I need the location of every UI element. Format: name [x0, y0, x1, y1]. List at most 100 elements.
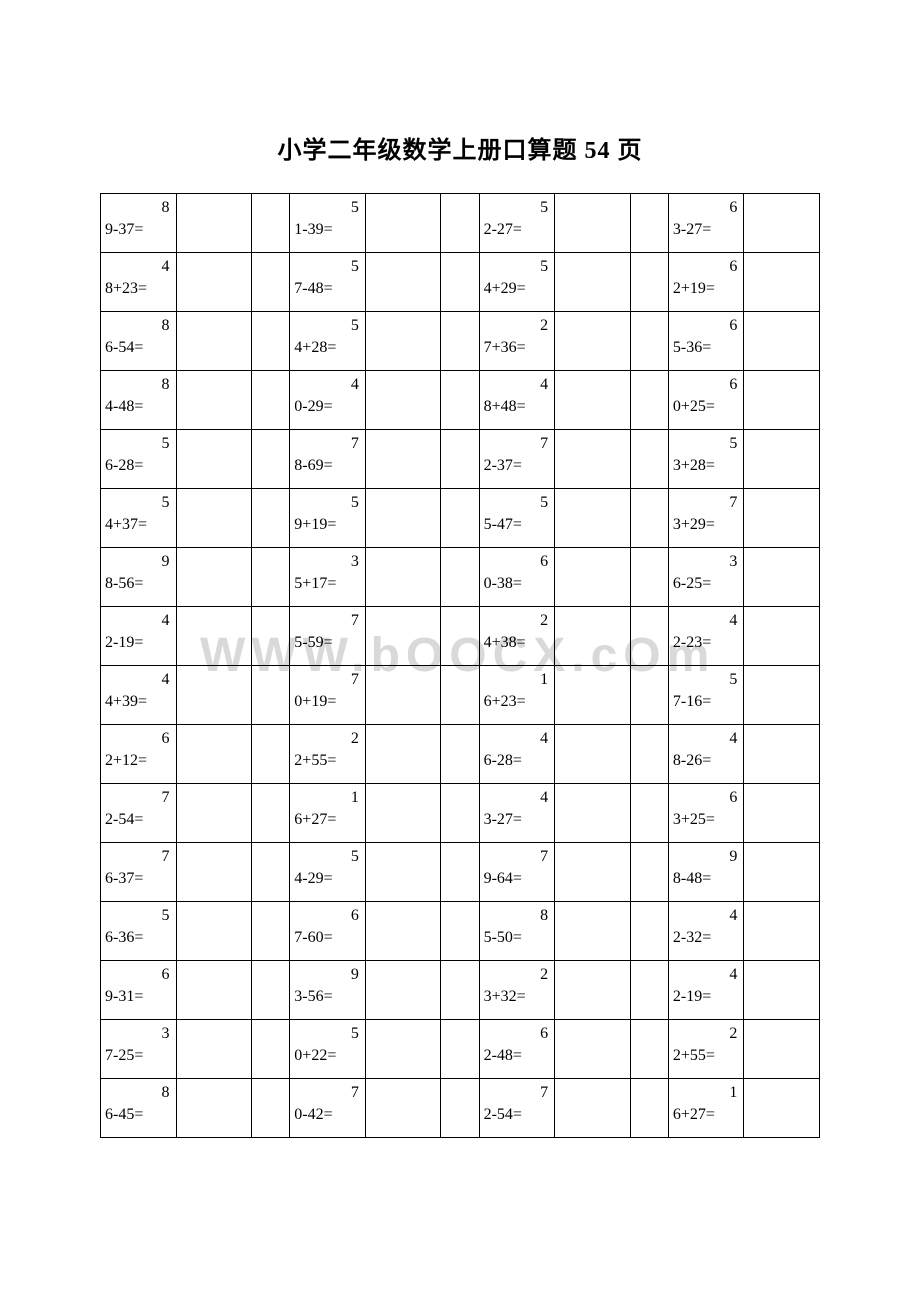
content-area: 小学二年级数学上册口算题 54 页 89-37=51-39=52-27=63-2… [100, 130, 820, 1138]
answer-cell [365, 961, 441, 1020]
problem-line1: 8 [484, 905, 549, 927]
problem-line2: 6-54= [105, 337, 170, 359]
spacer-cell [630, 725, 668, 784]
problem-cell: 67-60= [290, 902, 366, 961]
problem-line2: 8-48= [673, 868, 738, 890]
problem-cell: 63+25= [668, 784, 744, 843]
problem-cell: 86-54= [101, 312, 177, 371]
problem-cell: 48+48= [479, 371, 555, 430]
answer-cell [744, 725, 820, 784]
spacer-cell [252, 489, 290, 548]
answer-cell [744, 784, 820, 843]
problem-cell: 57-16= [668, 666, 744, 725]
problem-cell: 48-26= [668, 725, 744, 784]
spacer-cell [630, 1079, 668, 1138]
problem-line2: 3-27= [484, 809, 549, 831]
spacer-cell [441, 489, 479, 548]
problem-line2: 7-25= [105, 1045, 170, 1067]
problem-line2: 6-45= [105, 1104, 170, 1126]
answer-cell [365, 843, 441, 902]
problem-line2: 2-19= [105, 632, 170, 654]
problem-cell: 54+28= [290, 312, 366, 371]
problem-line1: 7 [484, 1082, 549, 1104]
answer-cell [365, 725, 441, 784]
answer-cell [176, 1020, 252, 1079]
problem-line1: 2 [484, 315, 549, 337]
problem-cell: 76-37= [101, 843, 177, 902]
answer-cell [744, 430, 820, 489]
problem-line1: 7 [294, 610, 359, 632]
problem-line2: 7-60= [294, 927, 359, 949]
table-row: 84-48=40-29=48+48=60+25= [101, 371, 820, 430]
problem-line1: 7 [484, 846, 549, 868]
spacer-cell [441, 784, 479, 843]
problem-line2: 4-48= [105, 396, 170, 418]
answer-cell [365, 607, 441, 666]
answer-cell [555, 902, 631, 961]
problem-line2: 6-28= [105, 455, 170, 477]
problem-line1: 3 [105, 1023, 170, 1045]
answer-cell [555, 489, 631, 548]
answer-cell [176, 725, 252, 784]
problem-cell: 16+27= [290, 784, 366, 843]
answer-cell [176, 607, 252, 666]
problem-cell: 42-32= [668, 902, 744, 961]
problem-cell: 54-29= [290, 843, 366, 902]
problem-line2: 3-56= [294, 986, 359, 1008]
answer-cell [555, 548, 631, 607]
spacer-cell [252, 902, 290, 961]
problem-cell: 35+17= [290, 548, 366, 607]
problem-line1: 2 [484, 964, 549, 986]
problem-line2: 0+19= [294, 691, 359, 713]
spacer-cell [252, 725, 290, 784]
spacer-cell [630, 194, 668, 253]
problem-line2: 5-50= [484, 927, 549, 949]
problem-cell: 42-19= [668, 961, 744, 1020]
spacer-cell [441, 1020, 479, 1079]
spacer-cell [630, 371, 668, 430]
problem-cell: 54+37= [101, 489, 177, 548]
problem-cell: 62-48= [479, 1020, 555, 1079]
problem-cell: 51-39= [290, 194, 366, 253]
problem-line2: 2-37= [484, 455, 549, 477]
answer-cell [555, 607, 631, 666]
problem-line1: 9 [673, 846, 738, 868]
table-row: 86-54=54+28=27+36=65-36= [101, 312, 820, 371]
table-row: 56-28=78-69=72-37=53+28= [101, 430, 820, 489]
problem-cell: 69-31= [101, 961, 177, 1020]
answer-cell [176, 430, 252, 489]
problem-line1: 4 [673, 905, 738, 927]
spacer-cell [441, 607, 479, 666]
spacer-cell [441, 902, 479, 961]
spacer-cell [252, 843, 290, 902]
spacer-cell [630, 843, 668, 902]
problem-cell: 48+23= [101, 253, 177, 312]
table-row: 48+23=57-48=54+29=62+19= [101, 253, 820, 312]
spacer-cell [441, 725, 479, 784]
answer-cell [365, 902, 441, 961]
problem-line1: 4 [673, 964, 738, 986]
spacer-cell [630, 961, 668, 1020]
answer-cell [555, 666, 631, 725]
problem-line1: 6 [673, 197, 738, 219]
table-row: 54+37=59+19=55-47=73+29= [101, 489, 820, 548]
answer-cell [365, 784, 441, 843]
spacer-cell [252, 607, 290, 666]
spacer-cell [441, 548, 479, 607]
problem-line1: 5 [294, 846, 359, 868]
problem-line2: 2-23= [673, 632, 738, 654]
problem-line2: 8-69= [294, 455, 359, 477]
problem-line2: 4+37= [105, 514, 170, 536]
answer-cell [555, 843, 631, 902]
spacer-cell [630, 548, 668, 607]
problem-cell: 16+23= [479, 666, 555, 725]
problem-line1: 6 [484, 1023, 549, 1045]
problem-line2: 0+22= [294, 1045, 359, 1067]
problem-line1: 5 [294, 315, 359, 337]
problem-line1: 7 [673, 492, 738, 514]
spacer-cell [630, 607, 668, 666]
problem-line1: 5 [484, 256, 549, 278]
answer-cell [176, 1079, 252, 1138]
table-row: 98-56=35+17=60-38=36-25= [101, 548, 820, 607]
problem-line1: 7 [294, 433, 359, 455]
